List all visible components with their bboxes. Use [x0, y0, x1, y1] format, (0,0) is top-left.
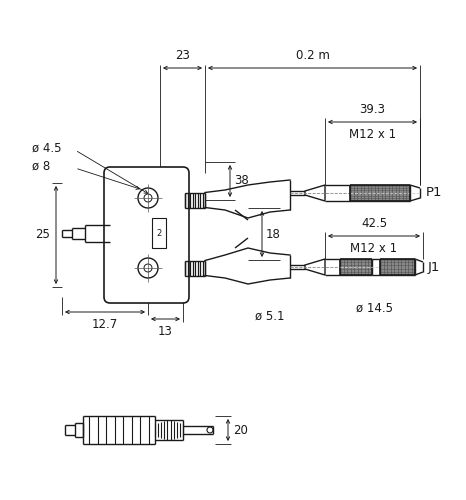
Bar — [152, 218, 166, 248]
Text: 25: 25 — [35, 228, 50, 241]
Text: 13: 13 — [158, 325, 173, 338]
Text: 23: 23 — [176, 49, 191, 62]
Text: M12 x 1: M12 x 1 — [350, 242, 397, 255]
Text: ø 14.5: ø 14.5 — [356, 302, 392, 315]
Bar — [380, 259, 415, 275]
Polygon shape — [305, 259, 325, 275]
Text: ø 4.5: ø 4.5 — [32, 142, 62, 154]
Text: 18: 18 — [266, 228, 281, 240]
Text: 0.2 m: 0.2 m — [295, 49, 329, 62]
Text: P1: P1 — [426, 186, 443, 200]
Polygon shape — [305, 185, 325, 201]
Text: M12 x 1: M12 x 1 — [349, 128, 396, 141]
Text: 39.3: 39.3 — [359, 103, 385, 116]
Text: ø 8: ø 8 — [32, 160, 50, 172]
Text: ø 5.1: ø 5.1 — [255, 310, 285, 323]
FancyBboxPatch shape — [104, 167, 189, 303]
Text: 20: 20 — [233, 424, 248, 436]
Text: 42.5: 42.5 — [361, 217, 387, 230]
Bar — [340, 259, 372, 275]
Text: 12.7: 12.7 — [92, 318, 118, 331]
Text: 2: 2 — [157, 230, 162, 238]
Text: J1: J1 — [428, 260, 440, 274]
Text: 38: 38 — [234, 174, 249, 188]
Bar — [350, 185, 410, 201]
